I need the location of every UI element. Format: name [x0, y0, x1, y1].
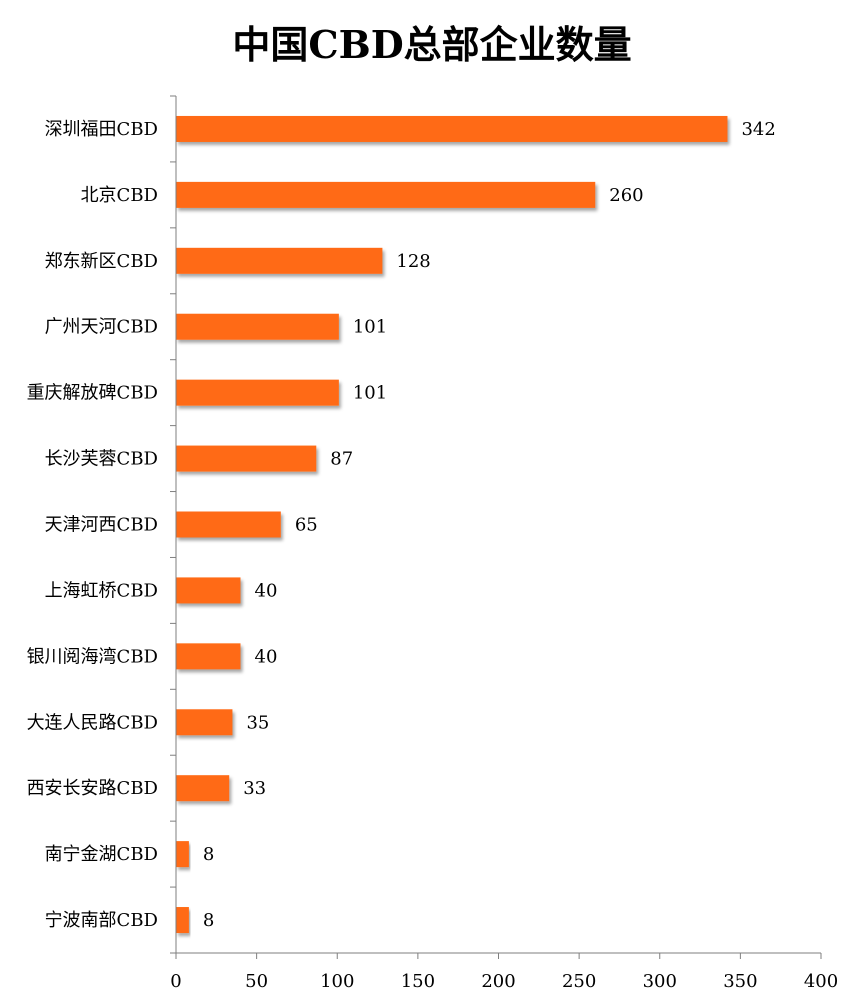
bar-0	[176, 115, 728, 142]
bar-1	[176, 181, 596, 208]
category-label-6: 天津河西CBD	[45, 515, 158, 536]
category-label-2: 郑东新区CBD	[45, 251, 158, 272]
bar-5	[176, 445, 317, 472]
chart-title: 中国CBD总部企业数量	[232, 22, 631, 67]
bar-11	[176, 841, 189, 868]
bar-9	[176, 709, 233, 736]
bar-4	[176, 379, 339, 406]
x-tick-label-5: 250	[562, 971, 596, 992]
category-label-10: 西安长安路CBD	[27, 778, 158, 799]
bar-2	[176, 247, 383, 274]
x-tick-label-0: 0	[170, 971, 181, 992]
x-tick-label-2: 100	[320, 971, 354, 992]
data-label-4: 101	[353, 383, 387, 404]
category-label-0: 深圳福田CBD	[45, 119, 158, 140]
bar-12	[176, 907, 189, 934]
data-label-7: 40	[255, 580, 278, 601]
bar-7	[176, 577, 241, 604]
category-label-4: 重庆解放碑CBD	[27, 383, 158, 404]
bar-3	[176, 313, 339, 340]
category-label-1: 北京CBD	[81, 185, 158, 206]
category-label-11: 南宁金湖CBD	[45, 844, 158, 865]
x-tick-label-7: 350	[723, 971, 757, 992]
data-label-10: 33	[243, 778, 266, 799]
bars-layer	[176, 115, 728, 934]
data-label-11: 8	[203, 844, 214, 865]
category-label-5: 长沙芙蓉CBD	[45, 449, 158, 470]
data-label-0: 342	[741, 119, 775, 140]
data-label-8: 40	[255, 646, 278, 667]
data-label-2: 128	[396, 251, 430, 272]
x-tick-label-1: 50	[245, 971, 268, 992]
data-label-3: 101	[353, 317, 387, 338]
data-label-12: 8	[203, 910, 214, 931]
category-label-7: 上海虹桥CBD	[45, 580, 158, 601]
data-label-6: 65	[295, 515, 318, 536]
category-label-12: 宁波南部CBD	[45, 910, 158, 931]
category-label-9: 大连人民路CBD	[27, 712, 158, 733]
x-tick-label-8: 400	[804, 971, 838, 992]
x-tick-label-4: 200	[481, 971, 515, 992]
data-label-9: 35	[246, 712, 269, 733]
data-label-5: 87	[330, 449, 353, 470]
category-label-8: 银川阅海湾CBD	[27, 646, 158, 667]
data-label-1: 260	[609, 185, 643, 206]
bar-8	[176, 643, 241, 670]
axes-layer: 深圳福田CBD 342 北京CBD 260 郑东新区CBD 128 广州天河CBD 101 重庆…	[27, 95, 838, 992]
bar-6	[176, 511, 281, 538]
bar-10	[176, 775, 230, 802]
x-tick-label-3: 150	[401, 971, 435, 992]
x-tick-label-6: 300	[643, 971, 677, 992]
category-label-3: 广州天河CBD	[45, 317, 158, 338]
